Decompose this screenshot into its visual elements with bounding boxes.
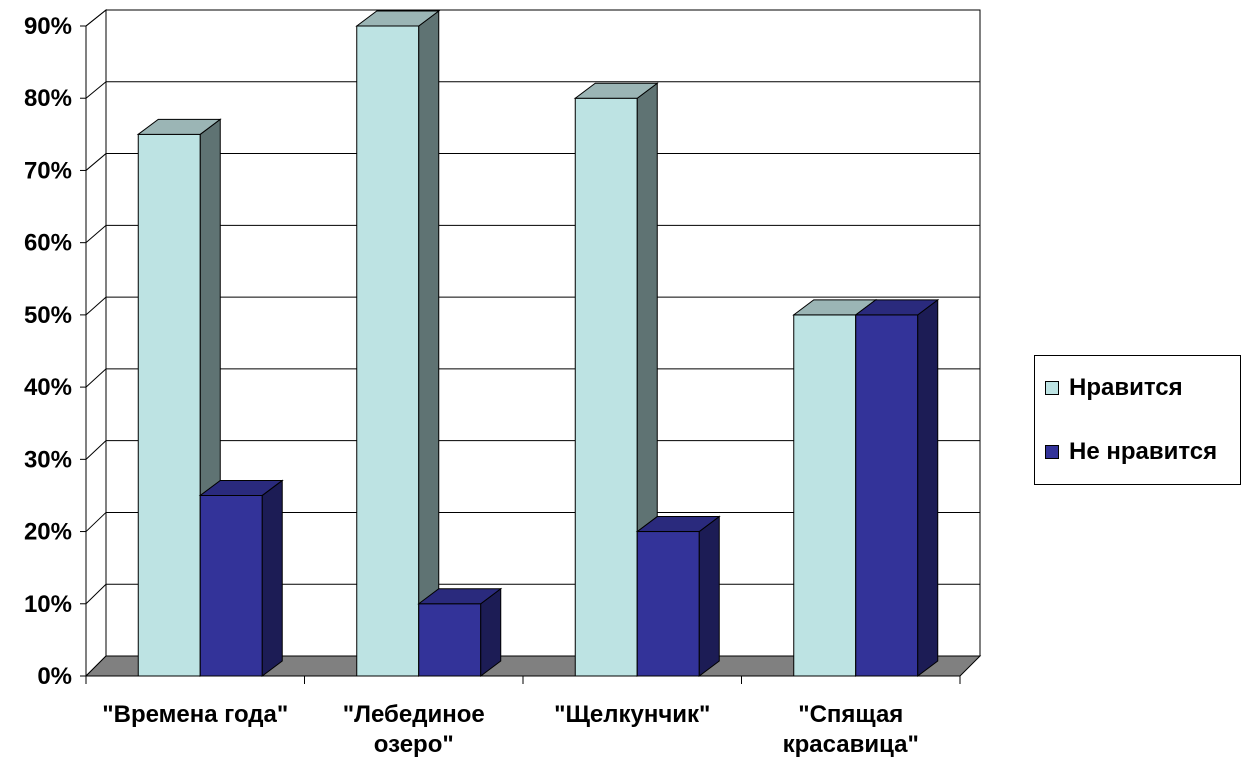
bar-front xyxy=(356,25,420,677)
x-category-label: "Лебединое озеро" xyxy=(343,701,485,758)
x-category-line: озеро" xyxy=(374,731,454,758)
x-category-line: красавица" xyxy=(783,731,919,758)
x-axis-categories: "Времена года" "Лебединое озеро" "Щелкунчик… xyxy=(102,701,919,758)
gridline-side xyxy=(85,153,107,171)
gridline-side xyxy=(85,296,107,316)
bar-dislikes-1 xyxy=(417,587,503,677)
bar-likes-0 xyxy=(136,118,222,677)
y-tick-label: 70% xyxy=(24,157,72,184)
gridline-side xyxy=(85,9,107,27)
legend-swatch-dislikes xyxy=(1045,445,1059,459)
bar-front xyxy=(855,314,919,677)
bar-side xyxy=(261,479,283,677)
legend-label-likes: Нравится xyxy=(1069,374,1183,401)
y-tick-label: 50% xyxy=(24,302,72,329)
legend-swatch-likes xyxy=(1045,381,1059,395)
bar-front xyxy=(137,133,201,677)
bar-dislikes-3 xyxy=(854,298,940,677)
y-tick-label: 80% xyxy=(24,85,72,112)
chart-bars xyxy=(136,10,940,677)
bar-side xyxy=(418,10,440,677)
x-category-label: "Щелкунчик" xyxy=(554,701,710,728)
gridline-side xyxy=(85,583,107,605)
bar-top xyxy=(573,82,659,99)
y-tick-label: 0% xyxy=(37,663,72,690)
bar-dislikes-0 xyxy=(198,479,284,677)
bar-side xyxy=(917,298,939,677)
y-tick-label: 40% xyxy=(24,374,72,401)
y-tick-label: 20% xyxy=(24,519,72,546)
x-category-line: "Лебединое xyxy=(343,701,485,728)
gridline-side xyxy=(85,440,107,460)
bar-side xyxy=(698,515,720,677)
legend-label-dislikes: Не нравится xyxy=(1069,438,1218,465)
bar-top xyxy=(854,299,940,316)
y-tick-label: 90% xyxy=(24,13,72,40)
gridline-side xyxy=(85,368,107,388)
bar-front xyxy=(793,314,857,677)
bar-top xyxy=(635,516,721,533)
bar-dislikes-2 xyxy=(635,515,721,677)
legend-item-likes: Нравится xyxy=(1045,374,1183,402)
y-tick-label: 60% xyxy=(24,230,72,257)
bar-top xyxy=(136,118,222,135)
bar-top xyxy=(198,479,284,496)
y-tick-label: 30% xyxy=(24,446,72,473)
bar-front xyxy=(636,531,700,677)
gridline-side xyxy=(85,81,107,99)
x-category-label: "Спящая красавица" xyxy=(783,701,919,758)
legend-item-dislikes: Не нравится xyxy=(1045,438,1217,466)
chart-legend: Нравится Не нравится xyxy=(1034,355,1241,485)
bar-likes-1 xyxy=(355,10,441,677)
x-category-line: "Щелкунчик" xyxy=(554,701,710,728)
gridline-side xyxy=(85,512,107,532)
gridline-side xyxy=(85,224,107,244)
x-category-label: "Времена года" xyxy=(102,701,288,728)
x-category-line: "Времена года" xyxy=(102,701,288,728)
bar-front xyxy=(418,603,482,677)
bar-front xyxy=(574,97,638,677)
x-category-line: "Спящая xyxy=(798,701,903,728)
bar-top xyxy=(417,588,503,605)
y-axis-ticks: 0% 10% 20% 30% 40% 50% 60% 70% 80% 90% xyxy=(24,13,961,690)
side-wall xyxy=(85,8,107,678)
bar-top xyxy=(355,10,441,27)
y-tick-label: 10% xyxy=(24,591,72,618)
bar-front xyxy=(199,494,263,677)
